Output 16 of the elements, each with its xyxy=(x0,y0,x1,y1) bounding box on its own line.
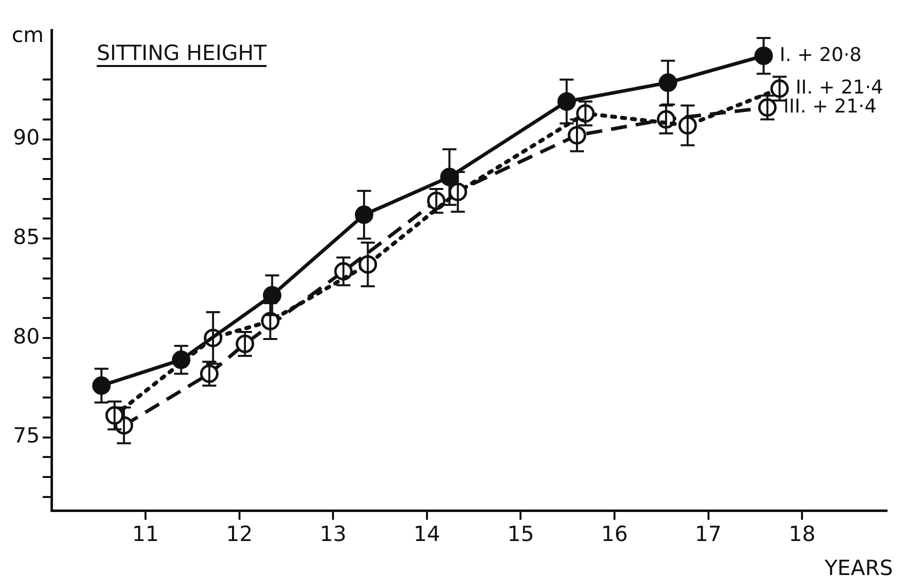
y-tick-label: 80 xyxy=(12,324,40,348)
x-tick-label: 17 xyxy=(694,522,722,546)
y-tick-label: 75 xyxy=(12,424,40,448)
x-tick-label: 18 xyxy=(788,522,816,546)
x-axis-title: YEARS xyxy=(824,556,893,580)
text: SITTING HEIGHT xyxy=(96,41,267,65)
x-tick-label: 14 xyxy=(414,522,440,546)
x-tick-label: 12 xyxy=(226,522,253,546)
x-tick-label: 15 xyxy=(507,522,534,546)
x-tick-label: 13 xyxy=(320,522,346,546)
y-axis-title: cm xyxy=(12,23,44,47)
series-label: I. + 20·8 xyxy=(780,44,862,66)
x-tick-label: 16 xyxy=(601,522,628,546)
y-tick-label: 90 xyxy=(12,126,40,150)
x-tick-label: 11 xyxy=(132,522,159,546)
y-tick-label: 85 xyxy=(12,225,40,250)
